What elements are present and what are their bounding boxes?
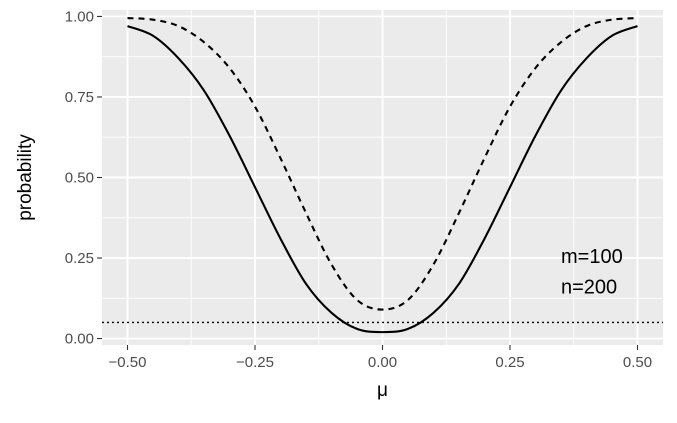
y-tick-label: 0.50 [65, 170, 94, 187]
x-tick-label: −0.50 [109, 354, 147, 371]
annotation-text: n=200 [561, 276, 617, 298]
y-tick-label: 0.75 [65, 89, 94, 106]
grid-major [102, 10, 663, 345]
y-tick-label: 0.00 [65, 331, 94, 348]
annotations: m=100 n=200 [561, 246, 623, 299]
annotation-text: m=100 [561, 246, 623, 268]
tick-labels: −0.50 −0.25 0.00 0.25 0.50 0.00 0.25 0.50 0.75 1.… [65, 8, 652, 371]
axis-ticks [97, 15, 639, 350]
y-tick-label: 1.00 [65, 8, 94, 25]
series-line-solid [127, 25, 638, 334]
x-tick-label: 0.50 [623, 354, 652, 371]
y-axis-title: probability [15, 134, 36, 221]
series-group [127, 17, 638, 334]
x-axis-title: μ [377, 380, 388, 401]
series-line-dashed [127, 17, 638, 311]
y-tick-label: 0.25 [65, 250, 94, 267]
x-tick-label: 0.25 [495, 354, 524, 371]
x-tick-label: 0.00 [368, 354, 397, 371]
x-tick-label: −0.25 [236, 354, 274, 371]
